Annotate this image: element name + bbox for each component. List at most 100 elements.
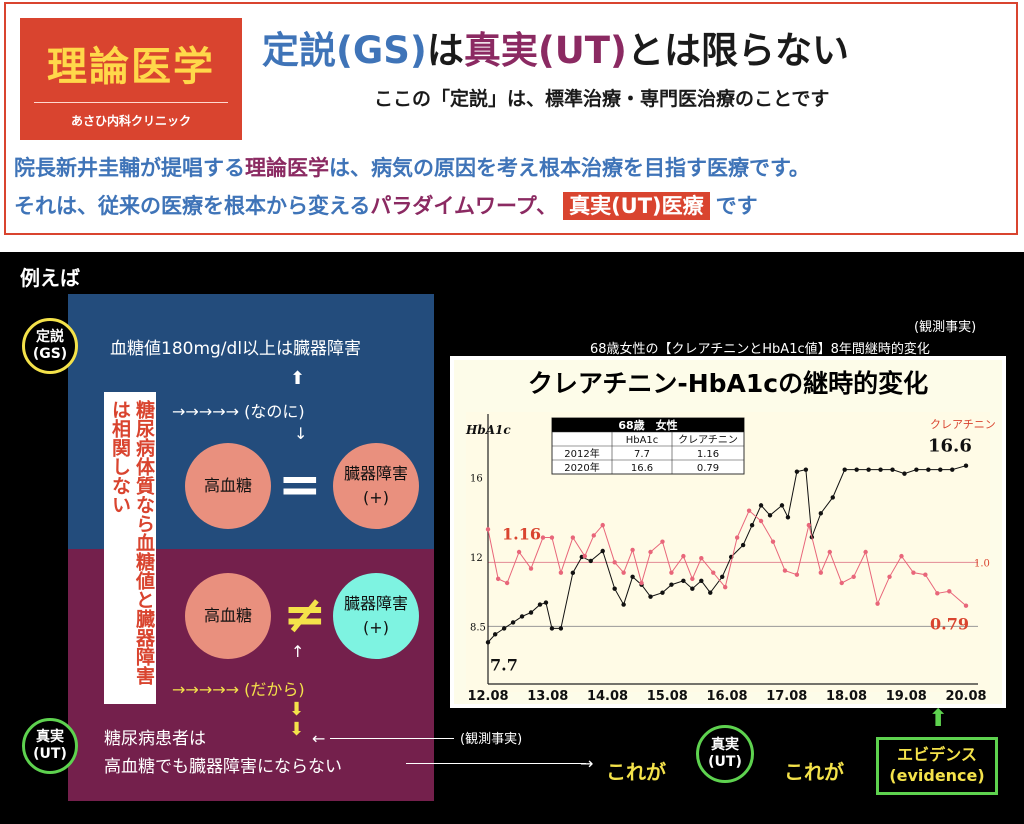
- intro-line-2: それは、従来の医療を根本から変えるパラダイムワープ、 真実(UT)医療 です: [14, 190, 758, 220]
- hba1c-point: [803, 467, 809, 472]
- chart-title: クレアチニン-HbA1cの継時的変化: [527, 369, 929, 398]
- observed-fact-label: (観測事実): [460, 732, 523, 747]
- data-table-cell: 0.79: [697, 463, 719, 474]
- green-up-arrow-icon: ⬆: [928, 704, 949, 732]
- creatinine-point: [806, 522, 812, 528]
- gs-badge: 定説 (GS): [22, 318, 78, 374]
- creatinine-point: [504, 580, 510, 586]
- logo-subtitle: あさひ内科クリニック: [70, 114, 191, 128]
- hba1c-point: [681, 578, 686, 583]
- creatinine-point: [528, 566, 534, 571]
- hba1c-point: [758, 503, 764, 508]
- hba1c-point: [699, 578, 704, 583]
- ut-statement-1: 糖尿病患者は: [104, 729, 206, 749]
- creatinine-point: [621, 570, 626, 575]
- clinic-logo: 理論医学 あさひ内科クリニック: [20, 18, 242, 140]
- korega-label-2: これが: [784, 760, 844, 784]
- left-tick-label: 16: [470, 474, 483, 485]
- creatinine-point: [875, 601, 880, 606]
- right-arrow-icon: →: [580, 754, 594, 773]
- hba1c-point: [537, 602, 543, 607]
- intro1-a: 院長新井圭輔が提唱する: [14, 156, 245, 180]
- organ-damage-label-2: 臓器障害: [343, 594, 408, 613]
- gs-badge-l1: 定説: [36, 329, 64, 346]
- creatinine-point: [782, 568, 788, 573]
- creatinine-point: [669, 570, 674, 575]
- hba1c-point: [854, 467, 859, 472]
- hba1c-point: [794, 469, 800, 474]
- hba1c-point: [938, 467, 943, 472]
- nanoni-label: →→→→→ (なのに): [172, 402, 305, 421]
- hba1c-point: [902, 471, 907, 476]
- creatinine-point: [827, 549, 832, 555]
- creatinine-point: [947, 589, 952, 594]
- creatinine-point: [723, 584, 728, 590]
- organ-damage-plus: (+): [363, 488, 389, 507]
- hba1c-point: [963, 463, 969, 468]
- evidence-box: エビデンス (evidence): [876, 737, 998, 795]
- hba1c-point: [558, 626, 564, 631]
- ut-badge-l2: (UT): [33, 746, 67, 762]
- hba1c-start-label: 7.7: [490, 655, 518, 674]
- intro-line-1: 院長新井圭輔が提唱する理論医学は、病気の原因を考え根本治療を目指す医療です。: [14, 152, 810, 182]
- gs-badge-l2: (GS): [32, 346, 68, 362]
- hba1c-point: [866, 467, 871, 472]
- creatinine-point: [660, 539, 665, 544]
- headline-ut: 真実(UT): [463, 29, 627, 72]
- creatinine-point: [770, 539, 776, 544]
- hba1c-point: [648, 594, 653, 599]
- intro1-b: 理論医学: [245, 156, 329, 180]
- creatinine-point: [600, 522, 605, 528]
- hba1c-point: [785, 515, 791, 520]
- hba1c-point: [950, 467, 955, 472]
- hba1c-point: [720, 574, 725, 579]
- hba1c-point: [630, 574, 635, 579]
- up-arrow-icon: ⬆: [290, 368, 306, 389]
- creatinine-point: [746, 508, 752, 513]
- ut-badge-2: 真実 (UT): [696, 725, 754, 783]
- organ-damage-circle-ut: 臓器障害 (+): [333, 573, 419, 659]
- creatinine-point: [734, 535, 740, 540]
- hba1c-point: [549, 626, 555, 631]
- hba1c-point: [519, 614, 525, 619]
- hba1c-point: [528, 610, 534, 615]
- hba1c-point: [830, 495, 835, 500]
- x-tick-label: 18.08: [826, 689, 867, 704]
- right-tick-label: 1.0: [974, 558, 990, 569]
- creatinine-point: [839, 580, 844, 586]
- hba1c-point: [749, 523, 755, 528]
- hyperglycemia-label: 高血糖: [203, 476, 252, 495]
- chart-caption: 68歳女性の【クレアチニンとHbA1c値】8年間継時的変化: [590, 342, 930, 357]
- evidence-label-en: (evidence): [889, 766, 985, 785]
- organ-damage-label: 臓器障害: [343, 464, 408, 483]
- hba1c-point: [588, 558, 593, 564]
- creatinine-point: [681, 553, 686, 559]
- hba1c-point: [660, 590, 665, 595]
- creatinine-point: [612, 560, 617, 565]
- creatinine-point: [690, 576, 695, 582]
- creatinine-point: [863, 549, 868, 555]
- left-tick-label: 12: [470, 553, 483, 564]
- creatinine-point: [699, 556, 704, 561]
- headline-wa: は: [426, 29, 464, 72]
- creatinine-point: [911, 570, 916, 575]
- creatinine-point: [630, 547, 635, 553]
- example-label: 例えば: [20, 266, 80, 290]
- creatinine-end-label: 0.79: [930, 615, 969, 634]
- korega-label-1: これが: [606, 760, 666, 784]
- creatinine-point: [540, 535, 546, 540]
- creatinine-point: [711, 570, 716, 575]
- creatinine-point: [851, 574, 856, 579]
- headline-gs: 定説(GS): [262, 29, 427, 72]
- ut-badge2-l2: (UT): [708, 754, 742, 770]
- logo-divider: [34, 102, 228, 103]
- creatinine-point: [570, 535, 576, 540]
- data-table-cell: 1.16: [697, 449, 719, 460]
- headline-rest: とは限らない: [626, 29, 849, 72]
- dakara-label: →→→→→ (だから): [172, 680, 305, 699]
- x-tick-label: 17.08: [766, 689, 807, 704]
- data-table-cell: HbA1c: [626, 435, 659, 446]
- organ-damage-plus-2: (+): [363, 618, 389, 637]
- data-table-cell: 16.6: [631, 463, 653, 474]
- hba1c-point: [842, 467, 847, 472]
